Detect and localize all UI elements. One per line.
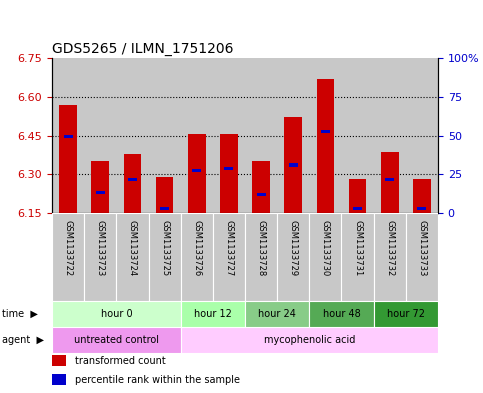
Bar <box>91 162 109 213</box>
Text: hour 24: hour 24 <box>258 309 296 319</box>
Text: GSM1133722: GSM1133722 <box>64 220 72 276</box>
Bar <box>220 134 238 213</box>
Text: GSM1133728: GSM1133728 <box>256 220 266 276</box>
Text: GSM1133727: GSM1133727 <box>225 220 233 276</box>
Bar <box>252 162 270 213</box>
Bar <box>64 135 72 138</box>
Bar <box>245 58 277 213</box>
Text: hour 72: hour 72 <box>387 309 425 319</box>
Bar <box>148 213 181 301</box>
Bar <box>213 58 245 213</box>
Text: agent  ▶: agent ▶ <box>2 335 44 345</box>
Bar <box>156 177 173 213</box>
Bar <box>52 213 84 301</box>
Bar <box>374 58 406 213</box>
Bar <box>116 213 148 301</box>
Bar <box>289 163 298 167</box>
Bar <box>385 178 394 181</box>
Bar <box>321 130 330 133</box>
Bar <box>52 374 66 385</box>
Bar <box>284 118 302 213</box>
Text: GSM1133726: GSM1133726 <box>192 220 201 276</box>
Bar <box>341 58 374 213</box>
Bar <box>52 355 66 366</box>
Bar <box>59 105 77 213</box>
Bar <box>52 301 181 327</box>
Bar <box>309 213 341 301</box>
Text: GSM1133730: GSM1133730 <box>321 220 330 276</box>
Text: GSM1133732: GSM1133732 <box>385 220 394 276</box>
Bar <box>256 193 266 196</box>
Bar <box>128 178 137 181</box>
Text: mycophenolic acid: mycophenolic acid <box>264 335 355 345</box>
Bar <box>52 327 181 353</box>
Bar <box>374 213 406 301</box>
Text: percentile rank within the sample: percentile rank within the sample <box>75 375 240 385</box>
Bar <box>84 58 116 213</box>
Text: GSM1133729: GSM1133729 <box>289 220 298 276</box>
Bar <box>417 207 426 210</box>
Text: GDS5265 / ILMN_1751206: GDS5265 / ILMN_1751206 <box>52 42 233 55</box>
Bar <box>406 58 438 213</box>
Bar <box>309 58 341 213</box>
Bar <box>245 213 277 301</box>
Text: GSM1133724: GSM1133724 <box>128 220 137 276</box>
Text: GSM1133723: GSM1133723 <box>96 220 105 276</box>
Bar <box>277 58 309 213</box>
Text: hour 12: hour 12 <box>194 309 232 319</box>
Bar <box>213 213 245 301</box>
Bar <box>406 213 438 301</box>
Text: transformed count: transformed count <box>75 356 166 365</box>
Bar <box>96 191 105 194</box>
Bar <box>192 169 201 172</box>
Bar <box>181 327 438 353</box>
Bar <box>181 213 213 301</box>
Text: hour 0: hour 0 <box>100 309 132 319</box>
Bar <box>381 152 398 213</box>
Text: untreated control: untreated control <box>74 335 159 345</box>
Bar <box>316 79 334 213</box>
Bar <box>341 213 374 301</box>
Bar <box>353 207 362 210</box>
Bar <box>225 167 233 171</box>
Bar <box>116 58 148 213</box>
Bar <box>52 58 84 213</box>
Bar <box>374 301 438 327</box>
Bar <box>148 58 181 213</box>
Text: GSM1133733: GSM1133733 <box>417 220 426 276</box>
Text: hour 48: hour 48 <box>323 309 360 319</box>
Bar <box>181 58 213 213</box>
Bar <box>181 301 245 327</box>
Bar <box>277 213 309 301</box>
Bar <box>124 154 141 213</box>
Bar <box>160 207 169 210</box>
Bar <box>309 301 374 327</box>
Bar <box>349 180 367 213</box>
Text: GSM1133725: GSM1133725 <box>160 220 169 276</box>
Bar <box>245 301 309 327</box>
Text: GSM1133731: GSM1133731 <box>353 220 362 276</box>
Bar <box>84 213 116 301</box>
Bar <box>413 180 431 213</box>
Text: time  ▶: time ▶ <box>2 309 38 319</box>
Bar <box>188 134 206 213</box>
